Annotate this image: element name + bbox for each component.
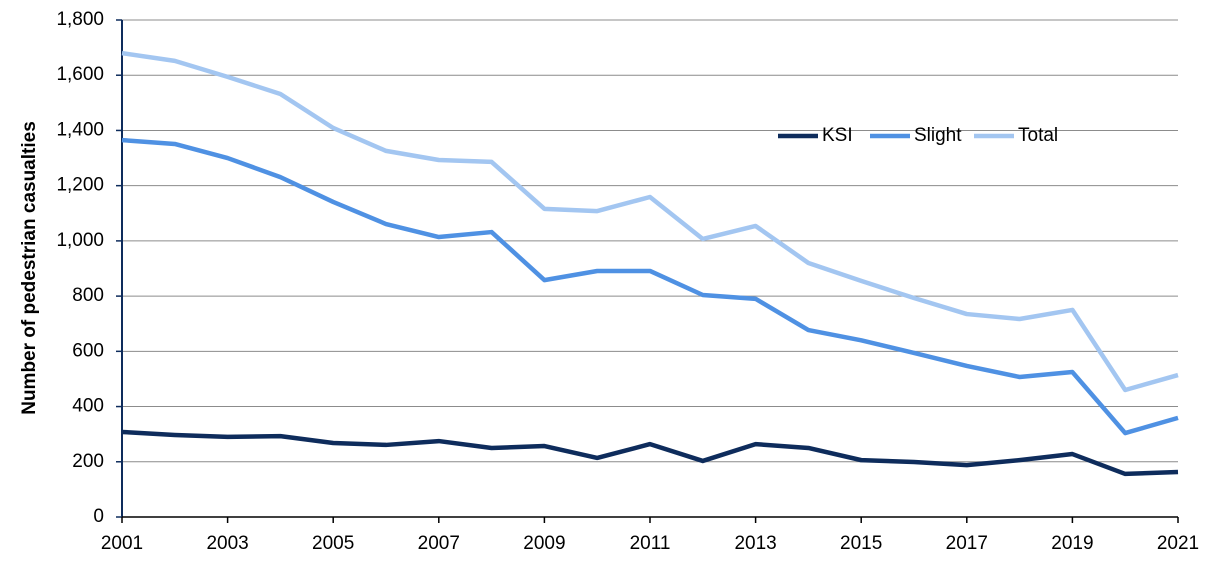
y-tick-label: 0 <box>93 506 104 527</box>
x-tick-label: 2015 <box>840 533 882 554</box>
x-tick-label: 2011 <box>630 533 671 554</box>
legend-label: Slight <box>914 125 962 146</box>
y-tick-label: 1,200 <box>56 175 104 196</box>
x-tick-label: 2021 <box>1157 533 1199 554</box>
y-tick-label: 1,600 <box>56 64 104 85</box>
x-tick-label: 2013 <box>734 533 776 554</box>
line-series <box>121 137 1179 436</box>
x-tick-label: 2005 <box>312 533 354 554</box>
y-tick-label: 200 <box>72 451 104 472</box>
line-series <box>121 50 1179 393</box>
y-tick-label: 1,400 <box>56 119 104 140</box>
x-tick-label: 2003 <box>206 533 248 554</box>
legend-label: Total <box>1018 125 1058 146</box>
x-tick-label: 2007 <box>418 533 460 554</box>
legend-label: KSI <box>822 125 853 146</box>
y-tick-label: 800 <box>72 285 104 306</box>
y-tick-label: 600 <box>72 340 104 361</box>
x-tick-label: 2019 <box>1051 533 1093 554</box>
y-axis-label: Number of pedestrian casualties <box>19 121 40 415</box>
line-series <box>121 429 1179 477</box>
x-tick-label: 2009 <box>523 533 565 554</box>
y-tick-label: 1,800 <box>56 9 104 30</box>
y-tick-label: 1,000 <box>56 230 104 251</box>
x-tick-label: 2001 <box>101 533 143 554</box>
y-tick-label: 400 <box>72 396 104 417</box>
x-tick-label: 2017 <box>946 533 988 554</box>
